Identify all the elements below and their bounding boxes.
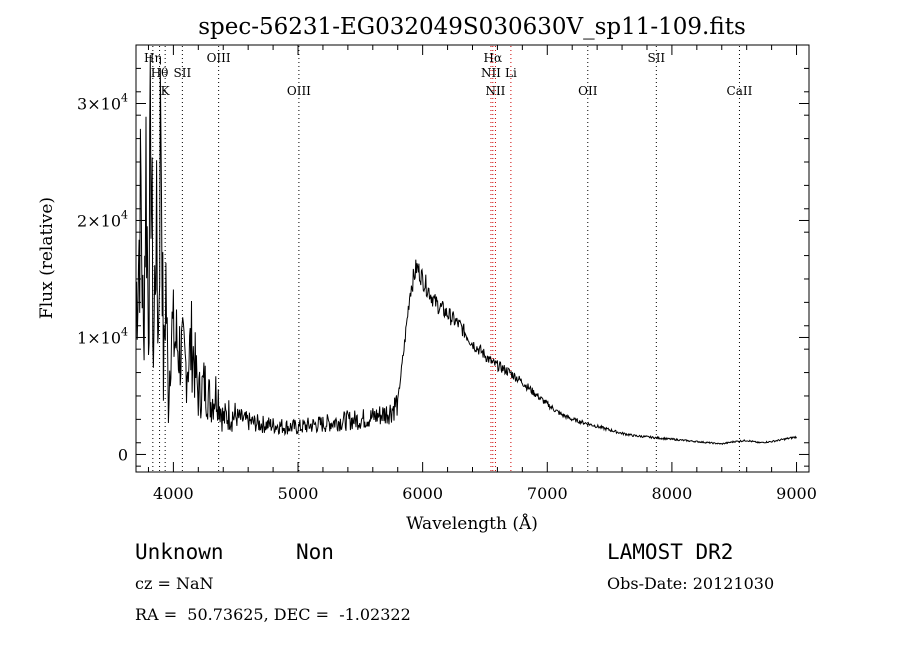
x-tick-label: 8000 — [652, 484, 693, 503]
y-tick-exponent: 4 — [121, 325, 128, 338]
line-marker-label: OIII — [207, 51, 231, 65]
line-marker-label: Hθ — [151, 66, 169, 80]
y-tick-exponent: 4 — [121, 91, 128, 104]
line-marker-label: SII — [174, 66, 192, 80]
line-markers — [152, 46, 740, 471]
class-label: Unknown — [135, 540, 224, 564]
y-tick-label: 1×104 — [77, 325, 128, 347]
y-tick-label: 3×104 — [77, 91, 128, 113]
line-marker-label: Li — [505, 66, 517, 80]
line-marker-label: NII — [485, 84, 505, 98]
x-axis-ticks: 4000 5000 6000 7000 8000 9000 — [147, 45, 817, 503]
x-axis-label: Wavelength (Å) — [406, 513, 538, 534]
line-marker-label: K — [161, 84, 171, 98]
x-tick-label: 4000 — [153, 484, 194, 503]
spectrum-line — [135, 54, 797, 446]
x-tick-label: 5000 — [278, 484, 319, 503]
obs-date: Obs-Date: 20121030 — [607, 574, 774, 593]
line-marker-label: Hα — [484, 51, 503, 65]
subclass-label: Non — [296, 540, 334, 564]
line-marker-label: Hη — [144, 51, 162, 65]
line-marker-label: OIII — [287, 84, 311, 98]
x-tick-label: 6000 — [402, 484, 443, 503]
line-marker-label: OII — [578, 84, 598, 98]
plot-frame — [135, 44, 810, 473]
x-tick-label: 7000 — [527, 484, 568, 503]
y-tick-label: 2×104 — [77, 208, 128, 230]
chart-title: spec-56231-EG032049S030630V_sp11-109.fit… — [198, 14, 746, 40]
survey-label: LAMOST DR2 — [607, 540, 733, 564]
line-marker-label: CaII — [727, 84, 753, 98]
ra-dec-value: RA = 50.73625, DEC = -1.02322 — [135, 605, 411, 624]
y-tick-label: 0 — [118, 445, 128, 464]
x-tick-label: 9000 — [776, 484, 817, 503]
line-marker-label: NII — [481, 66, 501, 80]
y-axis-ticks: 0 1×104 2×104 3×104 — [77, 44, 809, 467]
y-axis-label: Flux (relative) — [37, 197, 57, 319]
cz-value: cz = NaN — [135, 574, 214, 593]
line-marker-label: SII — [647, 51, 665, 65]
y-tick-exponent: 4 — [121, 208, 128, 221]
